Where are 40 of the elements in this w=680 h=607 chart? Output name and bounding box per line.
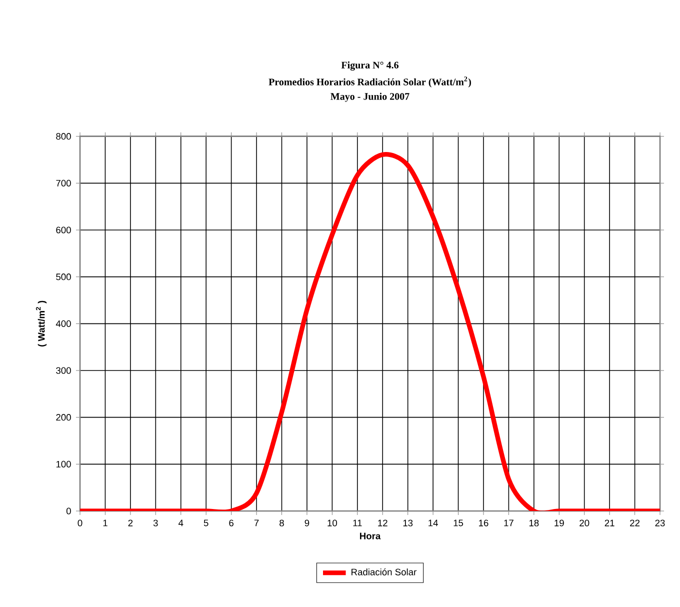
x-tick-label: 16 [479, 520, 488, 526]
x-axis-title: Hora [360, 532, 381, 540]
line-series [80, 152, 660, 511]
x-tick-label: 15 [454, 520, 464, 526]
x-tick-label: 19 [554, 520, 564, 526]
x-tick-label: 12 [378, 520, 388, 526]
x-tick-label: 4 [178, 520, 184, 526]
text: Mayo - Junio 2007 [330, 92, 410, 102]
y-axis-title: ( Watt/m$^{2}$ ) [36, 300, 47, 346]
y-tick-label: 0 [66, 508, 71, 514]
x-tick-label: 2 [128, 520, 133, 526]
x-tick-label: 18 [529, 520, 539, 526]
x-tick-label: 10 [328, 520, 338, 526]
y-tick-label: 800 [56, 133, 71, 140]
x-tick-label: 17 [504, 520, 514, 526]
x-tick-label: 3 [153, 520, 158, 526]
x-tick-label: 22 [630, 520, 640, 526]
x-tick-label: 6 [229, 520, 234, 526]
x-tick-label: 13 [403, 520, 413, 526]
chart-subtitle: Promedios Horarios Radiación Solar (Watt/m$^{2}$) [268, 76, 471, 88]
x-tick-label: 20 [580, 520, 590, 526]
y-tick-label: 500 [56, 274, 71, 280]
x-tick-label: 23 [655, 520, 665, 526]
x-tick-label: 5 [204, 520, 208, 526]
x-tick-label: 8 [280, 520, 284, 526]
chart-title: Figura N° 4.6 [341, 61, 399, 71]
y-tick-label: 100 [56, 460, 71, 468]
x-tick-label: 1 [103, 520, 108, 526]
x-tick-label: 21 [604, 520, 614, 526]
x-tick-label: 7 [254, 520, 259, 526]
x-tick-label: 0 [78, 520, 82, 526]
y-tick-label: 700 [56, 180, 71, 186]
y-tick-label: 600 [56, 226, 71, 234]
y-tick-label: 200 [56, 414, 71, 421]
y-tick-label: 400 [56, 320, 71, 327]
x-tick-label: 14 [428, 520, 438, 526]
x-tick-label: 9 [304, 520, 310, 526]
x-tick-label: 11 [353, 520, 362, 526]
y-tick-label: 300 [56, 367, 71, 374]
legend-label: Radiación Solar [352, 568, 416, 576]
